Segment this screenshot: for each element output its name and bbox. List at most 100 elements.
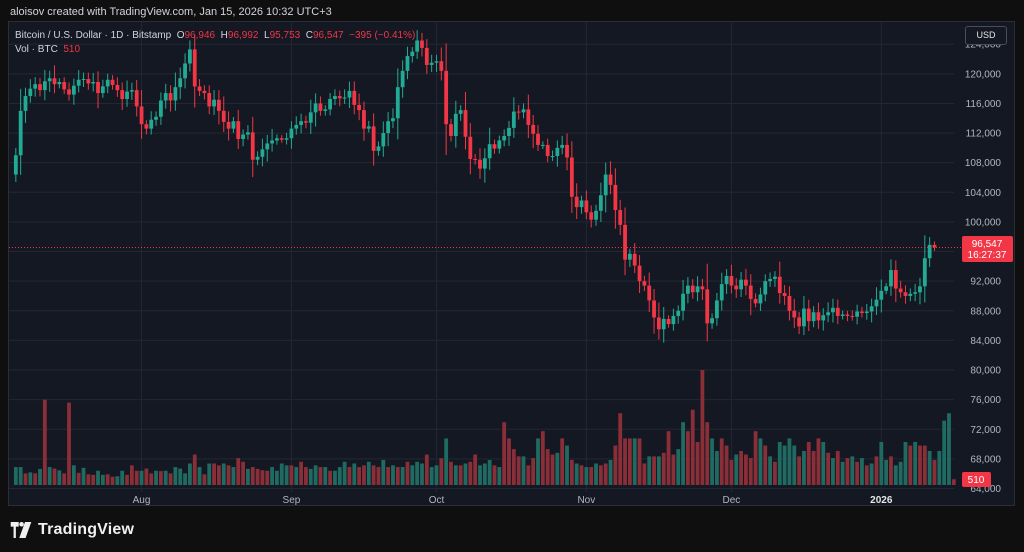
volume-bar — [869, 463, 874, 485]
candle-body — [236, 121, 241, 139]
candle-body — [579, 200, 584, 208]
candle-body — [724, 275, 729, 285]
volume-bar — [613, 445, 618, 485]
candle-body — [429, 62, 434, 65]
price-tick-label: 112,000 — [966, 129, 1002, 140]
volume-bar — [555, 452, 560, 485]
volume-bar — [574, 463, 579, 485]
volume-bar — [429, 467, 434, 485]
candle-body — [661, 318, 666, 330]
volume-bar — [415, 461, 420, 485]
candle-body — [889, 270, 893, 287]
volume-bar — [811, 450, 816, 485]
volume-bar — [115, 476, 120, 485]
currency-button[interactable]: USD — [965, 26, 1007, 45]
candle-body — [671, 315, 676, 325]
candle-body — [178, 78, 183, 88]
candle-body — [304, 121, 308, 123]
volume-bar — [787, 438, 792, 485]
candle-body — [647, 285, 652, 301]
candle-body — [149, 119, 154, 129]
candle-body — [487, 144, 492, 159]
candle-body — [120, 90, 125, 100]
volume-bar — [100, 474, 105, 485]
volume-bar — [831, 458, 835, 485]
volume-bar — [395, 467, 400, 485]
candle-body — [158, 100, 163, 117]
volume-bar — [308, 468, 313, 485]
volume-bar — [511, 449, 516, 485]
candle-body — [705, 289, 710, 324]
candle-body — [62, 81, 67, 90]
candle-body — [47, 78, 52, 82]
chart-frame[interactable]: 124,000 120,000 116,000 112,000 108,000 104,0… — [8, 21, 1015, 506]
price-chart[interactable]: 124,000 120,000 116,000 112,000 108,000 104,0… — [9, 22, 1015, 506]
price-tick-label: 104,000 — [965, 188, 1002, 199]
candle-body — [797, 317, 802, 327]
volume-bar — [516, 456, 521, 485]
candle-body — [347, 90, 352, 98]
volume-bar — [898, 461, 903, 485]
legend-low-label: L — [264, 30, 270, 41]
candle-body — [482, 158, 487, 169]
candle-body — [642, 281, 647, 286]
volume-bar — [782, 445, 787, 485]
candle-body — [618, 210, 623, 225]
volume-bar — [579, 465, 584, 485]
legend-volume-value: 510 — [63, 44, 81, 55]
candle-body — [927, 244, 932, 259]
volume-bar — [105, 474, 110, 485]
candle-body — [521, 109, 526, 113]
candle-body — [773, 276, 777, 279]
volume-bar — [236, 458, 241, 485]
candle-body — [231, 121, 236, 129]
price-axis[interactable]: 124,000 120,000 116,000 112,000 108,000 104,0… — [965, 40, 1002, 495]
volume-bar — [279, 463, 284, 485]
candle-body — [405, 56, 410, 71]
volume-bar — [405, 461, 410, 485]
volume-bar — [246, 468, 250, 485]
volume-bar — [323, 467, 328, 485]
candle-body — [869, 306, 874, 312]
candle-body — [531, 124, 536, 134]
volume-bar — [545, 449, 550, 485]
volume-bar — [458, 465, 463, 485]
candle-body — [763, 281, 768, 295]
volume-bar — [889, 456, 893, 485]
candle-body — [473, 158, 478, 160]
candle-body — [860, 311, 864, 313]
last-price-tag: 96,547 16:27:37 — [962, 236, 1013, 262]
volume-bar — [439, 458, 444, 485]
time-tick-label: Aug — [133, 495, 151, 506]
legend-volume-label[interactable]: Vol · BTC — [15, 44, 58, 55]
candle-body — [91, 81, 96, 84]
volume-bar — [260, 470, 265, 485]
candle-body — [371, 126, 376, 151]
candle-body — [81, 79, 86, 81]
volume-bar — [734, 454, 739, 485]
candle-body — [913, 292, 918, 294]
volume-bar — [197, 467, 202, 485]
legend-close-label: C — [305, 30, 313, 41]
candle-body — [395, 87, 400, 119]
volume-bar — [313, 465, 318, 485]
candle-body — [192, 49, 197, 87]
price-tick-label: 108,000 — [965, 158, 1002, 169]
candle-body — [681, 293, 685, 311]
legend-open: 96,946 — [184, 30, 216, 41]
volume-bar — [255, 468, 260, 485]
candles — [13, 30, 937, 343]
time-axis[interactable]: AugSepOctNovDec2026Feb — [133, 495, 1015, 506]
price-tick-label: 116,000 — [966, 99, 1002, 110]
candle-body — [545, 144, 550, 157]
volume-bar — [207, 463, 212, 485]
candle-body — [806, 308, 811, 322]
candle-body — [744, 279, 748, 286]
volume-bar — [748, 458, 753, 485]
price-tick-label: 72,000 — [970, 425, 1001, 436]
volume-bar — [560, 438, 565, 485]
legend-symbol[interactable]: Bitcoin / U.S. Dollar · 1D · Bitstamp — [15, 30, 172, 41]
volume-bar — [52, 468, 57, 485]
volume-bar — [42, 399, 47, 485]
candle-body — [86, 79, 91, 84]
